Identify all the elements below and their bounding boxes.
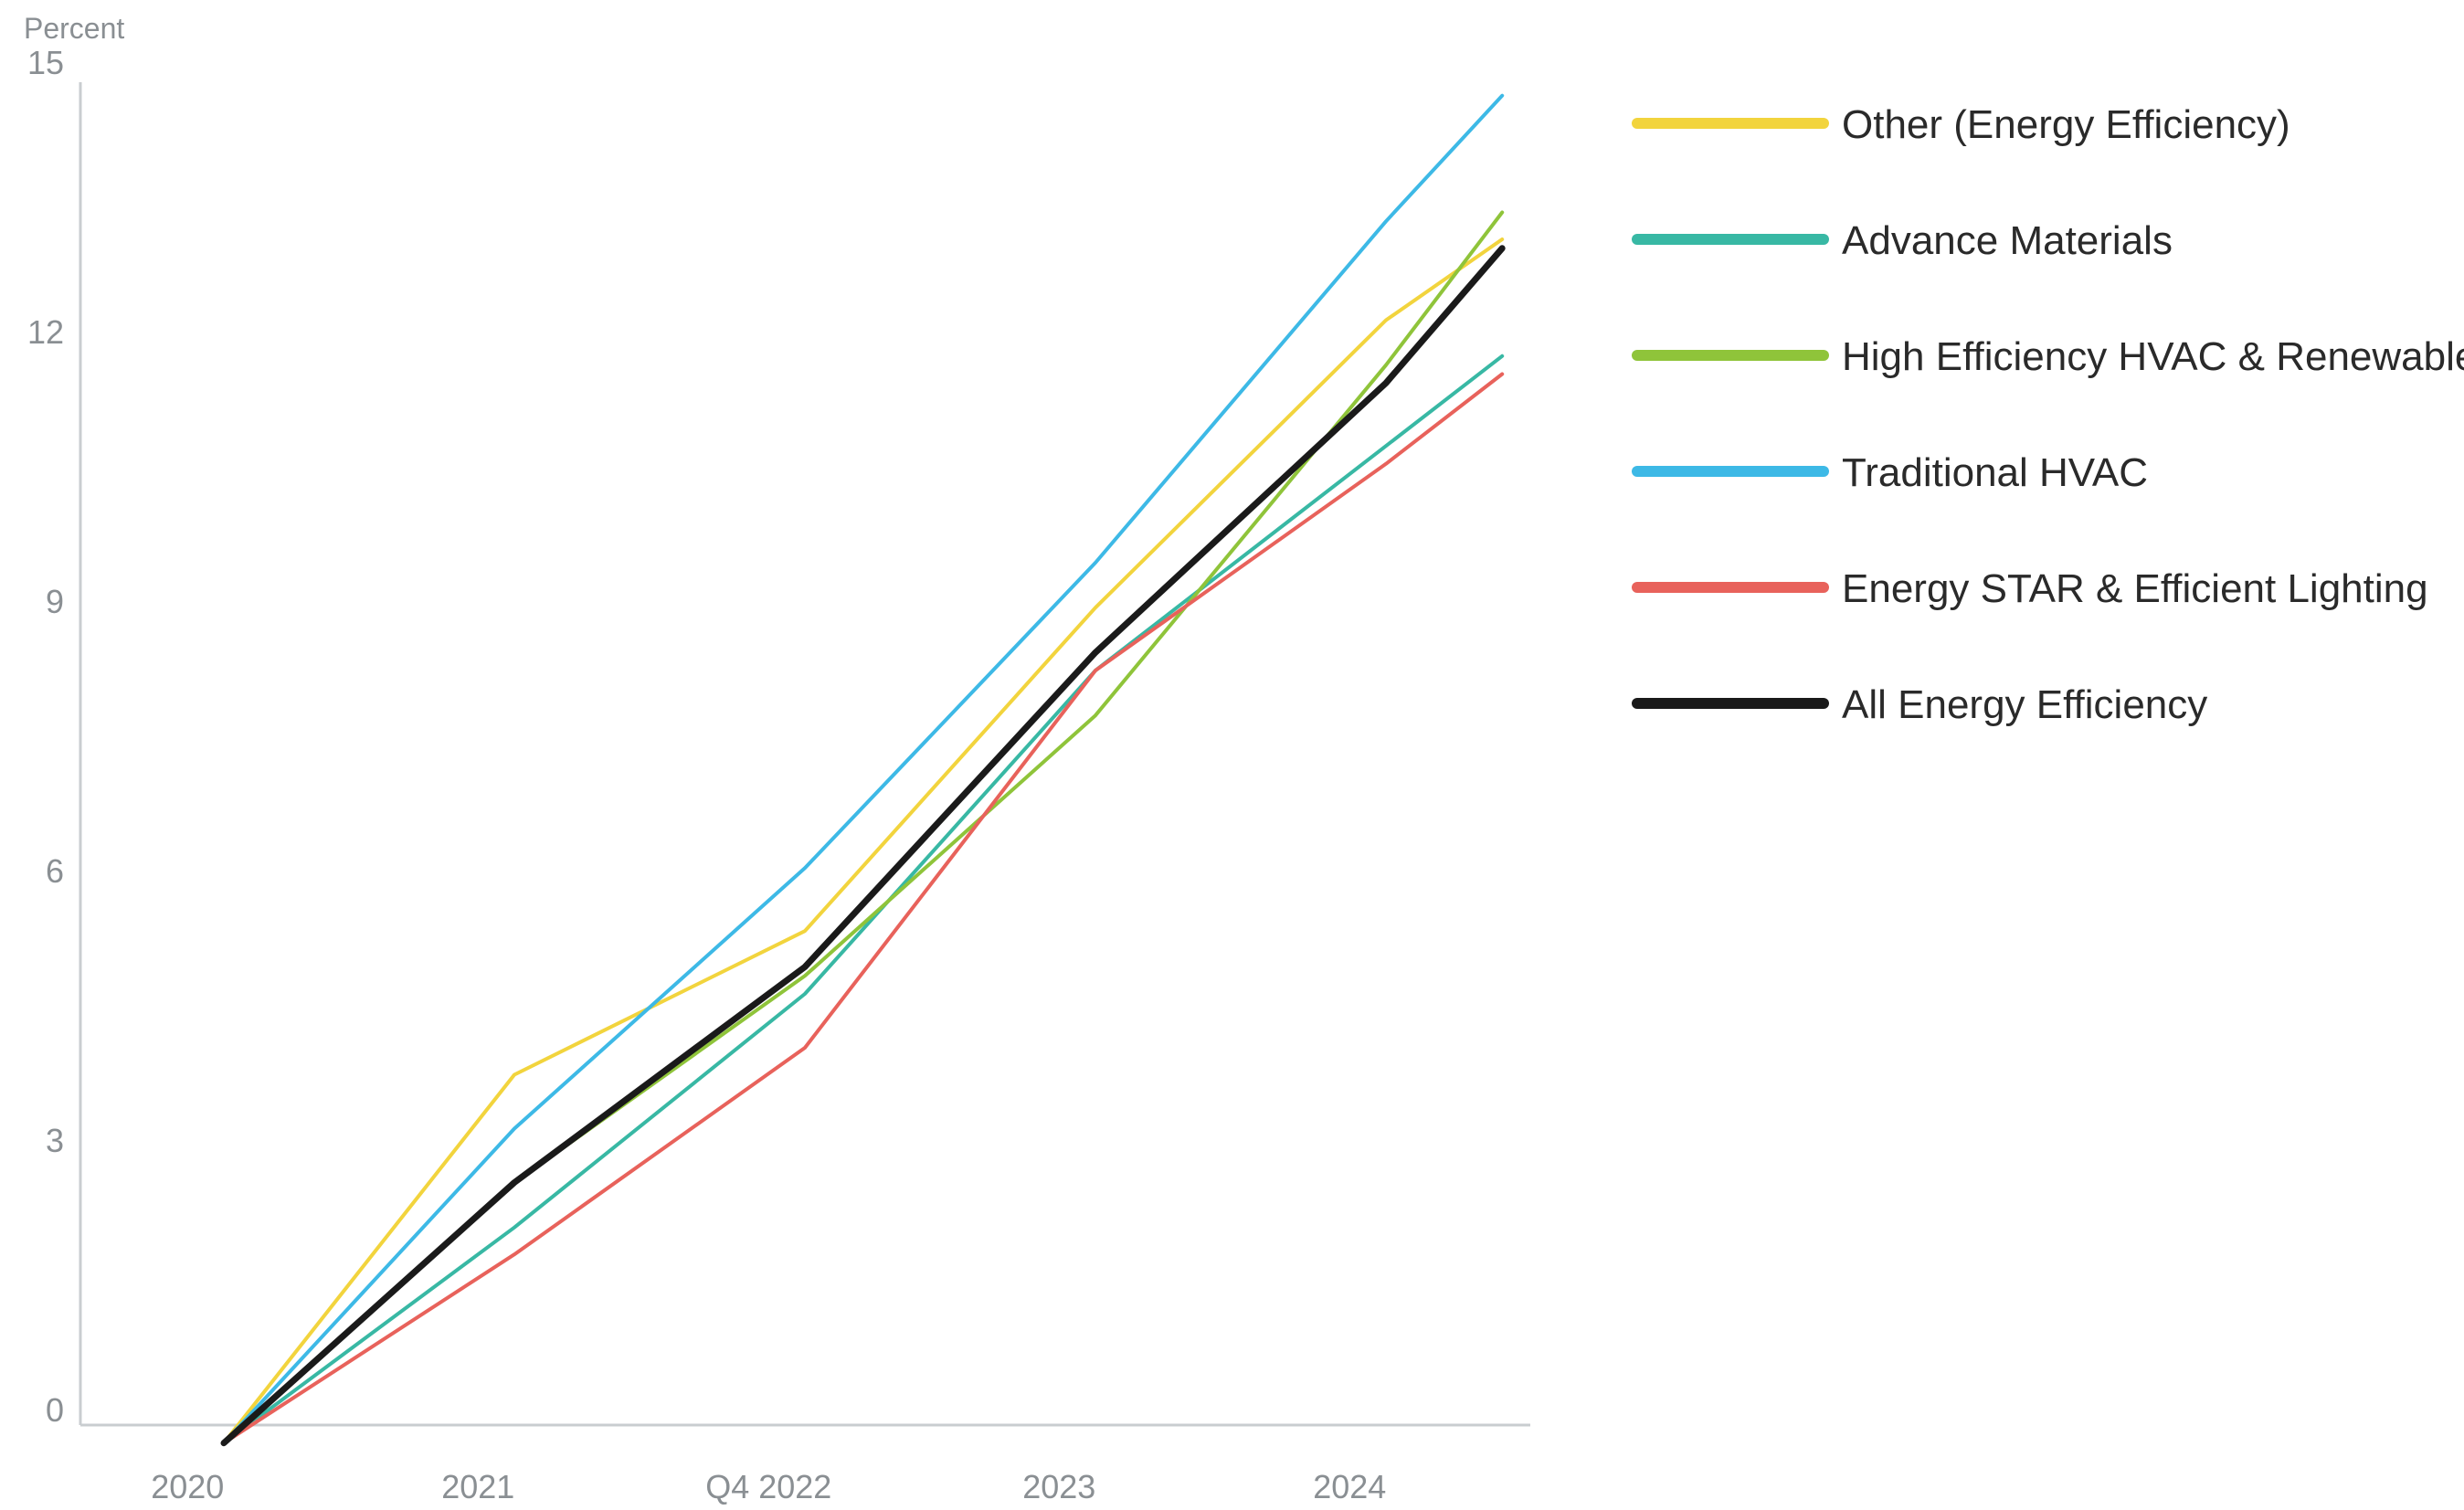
y-tick-label: 12 [27,313,64,351]
legend-label: Other (Energy Efficiency) [1842,102,2290,147]
legend: Other (Energy Efficiency) Advance Materia… [1632,102,2464,727]
y-tick-label: 15 [27,44,64,81]
y-tick-label: 9 [46,583,64,620]
axes: Percent [24,12,1530,1427]
y-tick-label: 0 [46,1391,64,1429]
legend-label: High Efficiency HVAC & Renewable H&C [1842,334,2464,379]
legend-label: All Energy Efficiency [1842,682,2207,727]
series-lines [220,93,1506,1447]
legend-item: Advance Materials [1632,218,2173,263]
x-ticks: 2020 2021 Q4 2022 2023 2024 [151,1468,1386,1505]
y-axis-label: Percent [24,12,124,45]
x-tick-label: 2024 [1313,1468,1386,1505]
x-tick-label: 2020 [151,1468,224,1505]
legend-label: Energy STAR & Efficient Lighting [1842,566,2428,611]
legend-item: Other (Energy Efficiency) [1632,102,2290,147]
y-tick-label: 3 [46,1122,64,1159]
legend-label: Traditional HVAC [1842,450,2148,495]
series-line-4 [222,93,1505,1445]
legend-item: All Energy Efficiency [1632,682,2207,727]
x-tick-label: 2021 [441,1468,514,1505]
y-ticks: 0 3 6 9 12 15 [27,44,64,1429]
series-line-5 [222,372,1505,1445]
series-line-1 [222,238,1505,1445]
legend-item: High Efficiency HVAC & Renewable H&C [1632,334,2464,379]
legend-item: Energy STAR & Efficient Lighting [1632,566,2428,611]
legend-label: Advance Materials [1842,218,2173,263]
series-line-6 [220,245,1506,1447]
legend-item: Traditional HVAC [1632,450,2148,495]
y-tick-label: 6 [46,852,64,890]
series-line-2 [222,354,1505,1445]
x-tick-label: Q4 2022 [705,1468,831,1505]
x-tick-label: 2023 [1022,1468,1095,1505]
